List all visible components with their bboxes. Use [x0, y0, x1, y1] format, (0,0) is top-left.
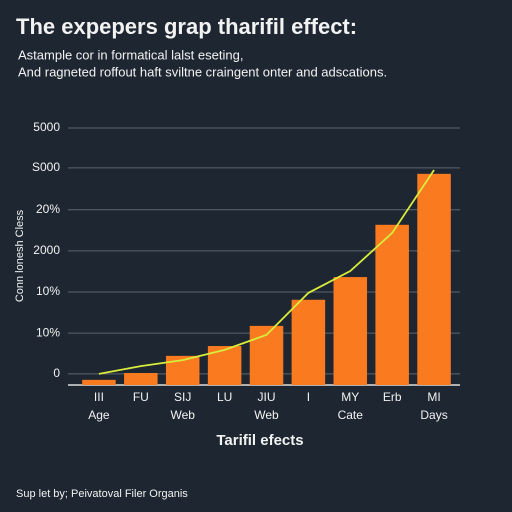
x-tick-label: MI: [427, 390, 440, 404]
x-tick-label: JIU: [258, 390, 276, 404]
bar: [333, 277, 368, 385]
footer: Sup let by; Peivatoval Filer Organis: [16, 488, 188, 500]
x-tick-sublabel: Days: [420, 408, 447, 422]
x-tick-label: Erb: [383, 390, 402, 404]
bar: [375, 224, 409, 385]
x-tick-label: FU: [133, 390, 149, 404]
bar: [82, 379, 116, 385]
x-tick-sublabel: Age: [88, 408, 110, 422]
y-tick-label: 10%: [36, 284, 60, 298]
x-tick-label: SIJ: [174, 390, 191, 404]
x-tick-label: MY: [341, 390, 359, 404]
x-tick-sublabel: Cate: [338, 408, 364, 422]
y-axis-title: Conn lonesh Cless: [14, 209, 26, 302]
bar: [417, 173, 451, 385]
y-tick-label: 5000: [33, 120, 60, 134]
x-axis-title: Tarifil efects: [216, 432, 303, 449]
bar: [124, 373, 158, 385]
x-tick-sublabel: Web: [170, 408, 195, 422]
subtitle: And ragneted roffout haft sviltne craing…: [18, 64, 387, 79]
x-tick-sublabel: Web: [254, 408, 279, 422]
y-tick-label: 0: [53, 366, 60, 380]
y-tick-label: 10%: [36, 325, 60, 339]
bar: [291, 299, 326, 385]
chart-title: The expepers grap tharifil effect:: [16, 14, 357, 39]
x-tick-label: I: [307, 390, 310, 404]
x-tick-label: LU: [217, 390, 232, 404]
y-tick-label: 2000: [33, 243, 60, 257]
line: [98, 169, 435, 375]
subtitle: Astample cor in formatical lalst eseting…: [18, 47, 243, 62]
y-tick-label: 20%: [36, 202, 60, 216]
y-tick-label: S000: [32, 160, 60, 174]
x-tick-label: III: [94, 390, 104, 404]
